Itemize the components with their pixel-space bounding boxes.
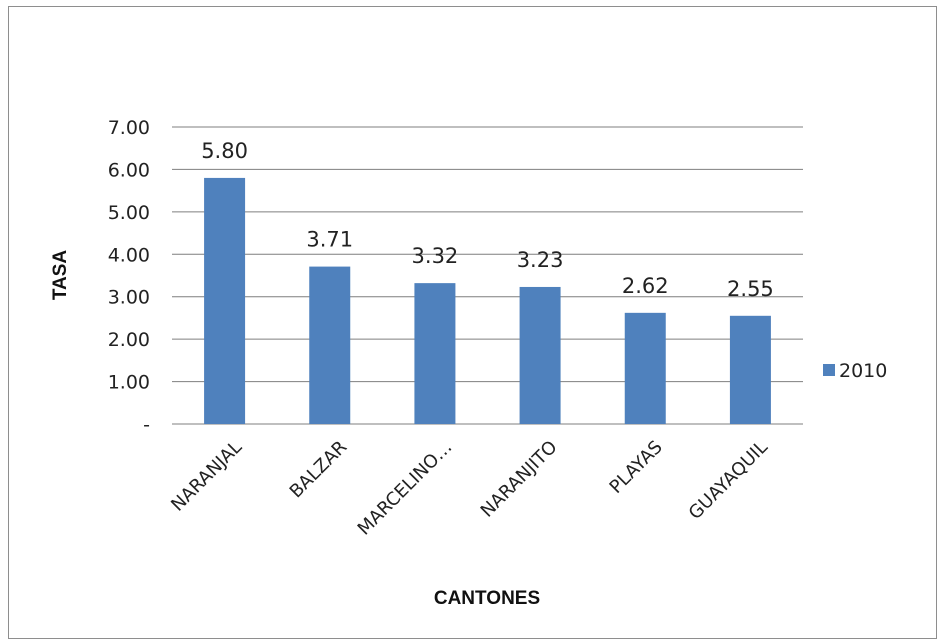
y-tick-label: 4.00 — [108, 244, 150, 266]
bar — [520, 287, 561, 424]
data-label: 3.23 — [517, 248, 564, 272]
legend: 2010 — [823, 360, 887, 382]
bar — [309, 267, 350, 424]
bars — [204, 178, 771, 424]
y-tick-labels: - 1.00 2.00 3.00 4.00 5.00 6.00 7.00 — [108, 117, 150, 436]
bar — [625, 313, 666, 424]
x-tick-label: NARANJITO — [477, 437, 562, 522]
y-tick-label: 7.00 — [108, 117, 150, 139]
x-tick-label: GUAYAQUIL — [685, 437, 772, 524]
y-tick-label: 3.00 — [108, 287, 150, 309]
gridlines — [172, 127, 803, 424]
data-label: 2.55 — [727, 277, 774, 301]
y-tick-label: - — [143, 414, 150, 436]
x-tick-label: BALZAR — [286, 437, 352, 503]
data-label: 2.62 — [622, 274, 669, 298]
y-tick-label: 1.00 — [108, 372, 150, 394]
data-label: 3.71 — [306, 228, 353, 252]
data-labels: 5.80 3.71 3.32 3.23 2.62 2.55 — [201, 139, 774, 301]
y-tick-label: 2.00 — [108, 329, 150, 351]
x-axis-title: CANTONES — [434, 588, 540, 609]
bar — [730, 316, 771, 424]
data-label: 3.32 — [412, 244, 459, 268]
y-tick-label: 6.00 — [108, 159, 150, 181]
x-tick-label: PLAYAS — [606, 437, 667, 498]
bar — [414, 283, 455, 424]
bar — [204, 178, 245, 424]
y-axis-title: TASA — [50, 250, 71, 301]
x-tick-label: MARCELINO… — [354, 437, 457, 540]
y-tick-label: 5.00 — [108, 202, 150, 224]
x-tick-label: NARANJAL — [167, 437, 246, 516]
x-tick-labels: NARANJAL BALZAR MARCELINO… NARANJITO PLAYAS G… — [167, 437, 772, 540]
legend-label: 2010 — [839, 360, 887, 382]
data-label: 5.80 — [201, 139, 248, 163]
legend-swatch — [823, 364, 835, 376]
